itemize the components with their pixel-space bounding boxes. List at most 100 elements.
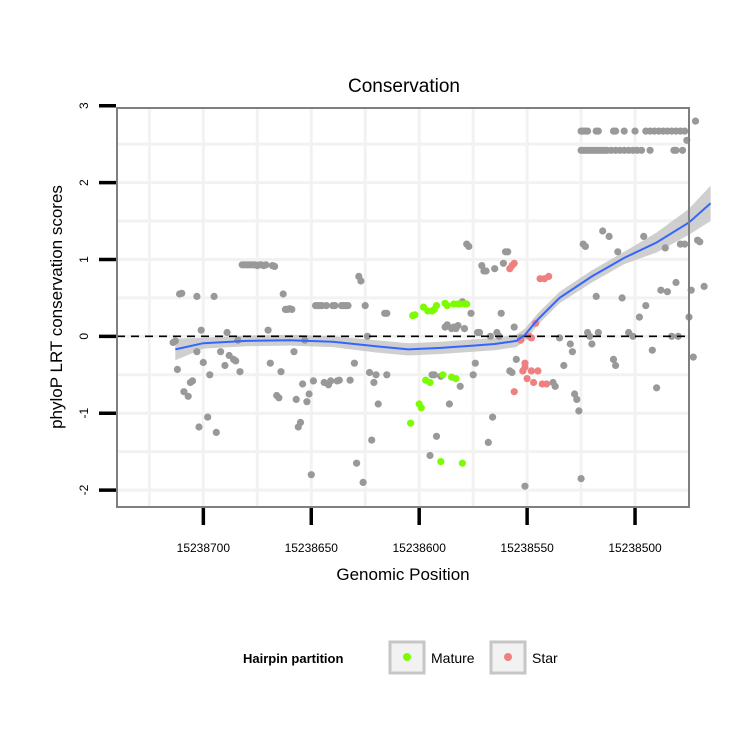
data-point-other — [640, 232, 648, 240]
data-point-other — [663, 288, 672, 296]
data-point-star — [534, 367, 542, 375]
y-tick-label: 2 — [77, 179, 91, 186]
data-point-mature — [411, 311, 419, 319]
data-point-other — [288, 305, 296, 313]
data-point-other — [592, 292, 600, 300]
legend-label-mature: Mature — [431, 650, 475, 666]
data-point-other — [631, 127, 639, 135]
data-point-other — [618, 294, 626, 302]
chart-title: Conservation — [348, 76, 460, 97]
data-point-other — [327, 377, 335, 385]
smooth-line — [175, 202, 712, 351]
data-point-star — [545, 272, 553, 280]
data-point-other — [383, 371, 391, 379]
data-point-other — [193, 292, 201, 300]
legend-label-star: Star — [532, 650, 558, 666]
data-point-other — [266, 359, 274, 367]
data-point-other — [642, 302, 650, 310]
data-point-other — [681, 127, 689, 135]
data-point-other — [430, 371, 438, 379]
data-point-other — [605, 232, 613, 240]
data-point-star — [527, 367, 536, 375]
data-point-mature — [417, 404, 425, 412]
data-point-other — [594, 127, 602, 135]
data-point-star — [523, 375, 531, 383]
data-point-other — [331, 302, 339, 310]
data-point-other — [210, 292, 218, 300]
data-point-other — [188, 377, 197, 385]
legend-marker-star — [504, 653, 512, 661]
x-tick-label: 15238650 — [285, 541, 339, 555]
data-point-other — [629, 332, 637, 340]
data-point-other — [195, 423, 203, 431]
data-point-other — [290, 348, 298, 356]
data-point-other — [199, 358, 207, 367]
data-point-other — [383, 309, 391, 317]
data-point-star — [510, 259, 518, 267]
data-point-other — [361, 302, 369, 310]
data-point-other — [271, 262, 279, 270]
data-point-other — [374, 400, 382, 408]
data-point-mature — [452, 375, 460, 383]
data-point-other — [335, 376, 343, 384]
legend-entry-mature: Mature — [388, 640, 475, 675]
data-point-other — [696, 238, 704, 246]
data-point-other — [637, 146, 646, 154]
data-point-other — [521, 482, 529, 490]
data-point-other — [359, 478, 367, 486]
x-axis: 15238700 15238650 15238600 15238550 15238500 — [177, 508, 662, 555]
data-point-other — [681, 240, 689, 248]
data-point-star — [530, 378, 538, 387]
data-point-other — [584, 127, 592, 135]
data-point-other — [689, 353, 697, 361]
x-tick-label: 15238550 — [500, 541, 554, 555]
legend: Hairpin partition Mature Star — [243, 640, 558, 675]
data-point-other — [653, 384, 661, 392]
data-point-other — [363, 332, 371, 340]
y-tick-label: 1 — [77, 256, 91, 263]
data-point-mature — [458, 459, 466, 467]
data-point-other — [486, 332, 494, 340]
panel-border — [116, 107, 690, 508]
data-point-other — [357, 277, 365, 285]
data-point-other — [217, 348, 225, 356]
data-point-other — [212, 428, 220, 436]
smooth-fit-line — [175, 202, 712, 351]
data-point-other — [353, 459, 361, 467]
data-point-other — [577, 475, 585, 483]
data-point-other — [594, 328, 602, 337]
data-point-other — [309, 377, 317, 385]
legend-entry-star: Star — [489, 640, 558, 675]
data-point-other — [612, 361, 620, 370]
data-point-other — [372, 371, 380, 379]
data-point-other — [426, 451, 434, 460]
data-point-other — [678, 146, 687, 154]
data-point-other — [648, 346, 656, 354]
data-point-other — [491, 265, 499, 273]
data-point-other — [504, 248, 512, 256]
data-point-other — [489, 413, 497, 421]
data-point-other — [456, 382, 464, 390]
data-point-other — [370, 378, 378, 387]
data-point-other — [469, 371, 477, 379]
data-point-other — [566, 340, 574, 348]
data-point-other — [555, 334, 564, 342]
data-point-other — [204, 413, 212, 421]
data-point-other — [197, 326, 205, 334]
data-points — [169, 117, 708, 490]
data-point-other — [180, 388, 188, 396]
data-point-other — [178, 289, 186, 297]
data-point-other — [303, 398, 311, 406]
data-point-other — [432, 432, 441, 440]
data-point-other — [344, 302, 352, 310]
data-point-star — [527, 334, 536, 342]
data-point-other — [484, 438, 492, 446]
gridlines — [117, 108, 689, 507]
data-point-other — [661, 244, 669, 252]
y-tick-label: -2 — [77, 484, 91, 495]
data-point-other — [510, 323, 518, 331]
data-point-other — [672, 146, 680, 154]
data-point-other — [512, 355, 520, 363]
data-point-other — [277, 368, 285, 376]
